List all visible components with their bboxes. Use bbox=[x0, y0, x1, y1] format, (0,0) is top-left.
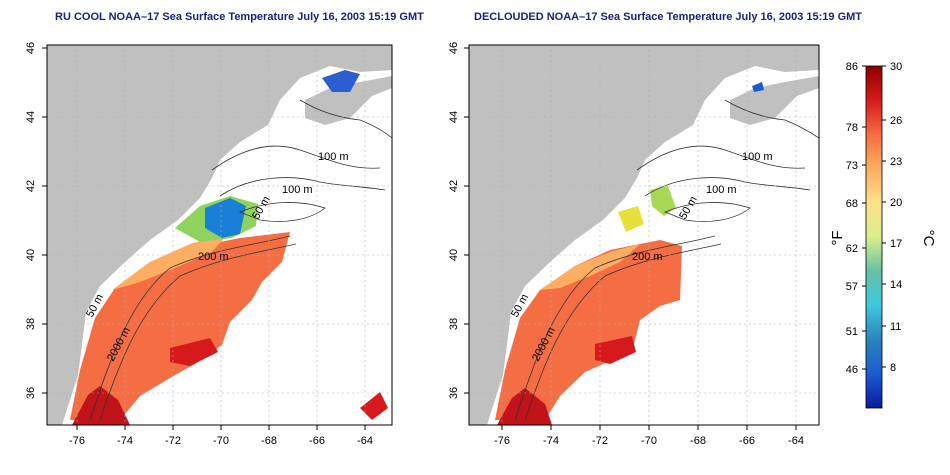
colorbar-celsius-tick: 23 bbox=[890, 156, 902, 168]
left-lon-tick-label: -66 bbox=[309, 435, 325, 447]
left-map-ticks bbox=[42, 47, 366, 430]
colorbar-fahrenheit-tick: 78 bbox=[846, 122, 858, 134]
right-lat-tick-label: 44 bbox=[448, 111, 460, 123]
colorbar-celsius-tick: 14 bbox=[890, 279, 902, 291]
left-sst-gulf-maine bbox=[322, 70, 360, 92]
left-lat-tick-label: 42 bbox=[25, 180, 37, 192]
right-contour-label-200m: 200 m bbox=[632, 251, 663, 263]
left-lon-tick-label: -72 bbox=[165, 435, 181, 447]
left-lat-tick-label: 44 bbox=[25, 111, 37, 123]
right-sst-orange-region bbox=[540, 244, 640, 290]
left-lat-tick-label: 36 bbox=[25, 387, 37, 399]
right-lon-tick-label: -72 bbox=[592, 435, 608, 447]
colorbar-celsius-tick: 30 bbox=[890, 61, 902, 73]
right-sst-red-coast bbox=[497, 388, 552, 425]
left-lon-tick-label: -70 bbox=[213, 435, 229, 447]
right-contour-label-100m-south: 100 m bbox=[706, 184, 737, 196]
left-sst-warm-region bbox=[70, 232, 290, 420]
left-contour-label-100m-south: 100 m bbox=[282, 184, 313, 196]
colorbar-celsius-tick: 17 bbox=[890, 238, 902, 250]
left-sst-red-patch bbox=[170, 338, 218, 366]
right-contour-label-100m-north: 100 m bbox=[742, 151, 773, 163]
right-map-gridlines bbox=[469, 45, 819, 425]
right-lon-tick-label: -74 bbox=[543, 435, 559, 447]
left-lat-tick-label: 46 bbox=[25, 42, 37, 54]
colorbar-fahrenheit-tick: 46 bbox=[846, 364, 858, 376]
right-lat-tick-label: 40 bbox=[448, 249, 460, 261]
colorbar-fahrenheit-tick: 51 bbox=[846, 326, 858, 338]
left-sst-southeast-red bbox=[360, 392, 388, 420]
left-map-panel: 100 m 100 m 50 m 200 m 50 m 2000 m -76 -… bbox=[25, 42, 393, 447]
right-lon-tick-label: -68 bbox=[690, 435, 706, 447]
colorbar-celsius-tick: 26 bbox=[890, 115, 902, 127]
left-lon-tick-label: -74 bbox=[117, 435, 133, 447]
left-contour-label-100m-north: 100 m bbox=[318, 151, 349, 163]
left-map-land bbox=[47, 45, 392, 425]
right-sst-red-patch bbox=[595, 336, 636, 364]
colorbar-fahrenheit-tick: 68 bbox=[846, 198, 858, 210]
right-lat-tick-label: 36 bbox=[448, 387, 460, 399]
right-lat-tick-label: 38 bbox=[448, 318, 460, 330]
right-sst-yellow-patch bbox=[618, 206, 644, 232]
right-bathymetry-contours bbox=[514, 99, 819, 421]
left-lon-tick-label: -64 bbox=[357, 435, 373, 447]
colorbar-fahrenheit-tick: 86 bbox=[846, 61, 858, 73]
right-lon-tick-label: -70 bbox=[641, 435, 657, 447]
left-lat-tick-label: 40 bbox=[25, 249, 37, 261]
right-lat-tick-label: 42 bbox=[448, 180, 460, 192]
colorbar-fahrenheit-tick: 73 bbox=[846, 160, 858, 172]
right-sst-green-patch bbox=[650, 186, 676, 216]
colorbar-ticks bbox=[862, 65, 886, 370]
left-lon-tick-label: -76 bbox=[69, 435, 85, 447]
right-map-title: DECLOUDED NOAA–17 Sea Surface Temperatur… bbox=[474, 11, 863, 23]
left-bathymetry-contours bbox=[89, 99, 392, 421]
colorbar-celsius-unit: °C bbox=[920, 230, 937, 247]
colorbar-scale bbox=[865, 65, 883, 409]
colorbar-celsius-tick: 8 bbox=[890, 362, 896, 374]
right-sst-blue-dot bbox=[752, 82, 764, 92]
left-map-frame bbox=[46, 44, 393, 426]
left-sst-red-coast bbox=[72, 386, 130, 425]
left-map-gridlines bbox=[47, 45, 392, 425]
temperature-colorbar: 86 78 73 68 62 57 51 46 30 26 23 20 17 1… bbox=[829, 61, 937, 409]
right-lon-tick-label: -66 bbox=[739, 435, 755, 447]
right-sst-warm-region bbox=[495, 240, 682, 420]
colorbar-celsius-tick: 11 bbox=[890, 321, 901, 333]
colorbar-celsius-tick: 20 bbox=[890, 197, 902, 209]
right-map-panel: 100 m 100 m 50 m 200 m 50 m 2000 m -76 -… bbox=[448, 42, 820, 447]
left-contour-label-200m: 200 m bbox=[198, 251, 229, 263]
right-lat-tick-label: 46 bbox=[448, 42, 460, 54]
left-lon-tick-label: -68 bbox=[261, 435, 277, 447]
left-sst-orange-region bbox=[112, 232, 230, 290]
right-map-frame bbox=[468, 44, 820, 426]
left-map-title: RU COOL NOAA–17 Sea Surface Temperature … bbox=[55, 11, 424, 23]
colorbar-fahrenheit-tick: 57 bbox=[846, 281, 858, 293]
right-map-land bbox=[469, 45, 819, 425]
left-sst-cold-blue bbox=[205, 198, 246, 238]
colorbar-fahrenheit-tick: 62 bbox=[846, 243, 858, 255]
left-lat-tick-label: 38 bbox=[25, 318, 37, 330]
right-map-ticks bbox=[464, 47, 797, 430]
right-lon-tick-label: -64 bbox=[788, 435, 804, 447]
colorbar-fahrenheit-unit: °F bbox=[829, 230, 846, 245]
right-lon-tick-label: -76 bbox=[494, 435, 510, 447]
